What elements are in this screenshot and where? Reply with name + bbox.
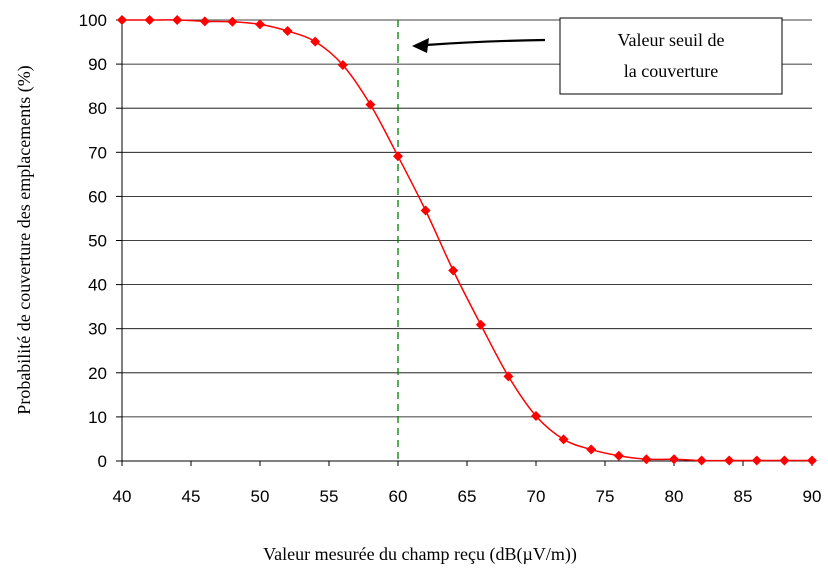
y-tick-label: 30 xyxy=(88,320,107,339)
x-tick-label: 45 xyxy=(182,487,201,506)
data-point-marker xyxy=(172,15,183,25)
data-point-marker xyxy=(144,15,155,25)
annotation: Valeur seuil de la couverture xyxy=(412,17,783,95)
x-tick-label: 85 xyxy=(734,487,753,506)
x-tick-label: 75 xyxy=(596,487,615,506)
data-point-marker xyxy=(199,16,210,27)
annotation-box xyxy=(559,17,783,95)
annotation-arrow xyxy=(425,38,546,47)
x-tick-label: 80 xyxy=(665,487,684,506)
y-axis-title: Probabilité de couverture des emplacemen… xyxy=(14,65,35,414)
x-tick-label: 55 xyxy=(320,487,339,506)
data-point-marker xyxy=(724,455,735,466)
x-tick-labels: 40 45 50 55 60 65 70 75 80 85 90 xyxy=(113,461,822,506)
y-tick-label: 100 xyxy=(79,11,107,30)
y-tick-label: 10 xyxy=(88,408,107,427)
data-point-marker xyxy=(586,444,597,455)
data-point-marker xyxy=(337,59,348,70)
data-point-marker xyxy=(669,454,679,465)
data-point-marker xyxy=(641,454,652,465)
data-point-marker xyxy=(613,450,624,461)
y-tick-label: 50 xyxy=(88,232,107,251)
x-tick-label: 60 xyxy=(389,487,408,506)
y-tick-label: 80 xyxy=(88,99,107,118)
y-tick-label: 0 xyxy=(98,452,107,471)
y-tick-label: 20 xyxy=(88,364,107,383)
x-axis-title: Valeur mesurée du champ reçu (dB(µV/m)) xyxy=(263,544,577,565)
x-tick-label: 90 xyxy=(803,487,822,506)
data-point-marker xyxy=(448,265,459,276)
y-tick-label: 40 xyxy=(88,276,107,295)
data-point-marker xyxy=(807,455,817,466)
data-point-marker xyxy=(531,411,541,422)
data-point-marker xyxy=(696,455,707,466)
x-tick-label: 65 xyxy=(458,487,477,506)
data-point-marker xyxy=(117,15,127,25)
data-point-marker xyxy=(227,16,238,27)
data-point-marker xyxy=(503,371,514,382)
data-point-marker xyxy=(393,151,403,162)
y-tick-label: 60 xyxy=(88,187,107,206)
y-tick-label: 70 xyxy=(88,143,107,162)
x-tick-label: 70 xyxy=(527,487,546,506)
data-point-marker xyxy=(751,455,762,466)
data-point-marker xyxy=(420,205,431,216)
x-tick-label: 40 xyxy=(113,487,132,506)
data-point-marker xyxy=(310,36,321,47)
data-point-marker xyxy=(475,319,486,330)
x-tick-label: 50 xyxy=(251,487,270,506)
data-point-marker xyxy=(365,99,376,110)
data-point-marker xyxy=(255,19,265,30)
y-tick-labels: 0 10 20 30 40 50 60 70 80 90 100 xyxy=(79,11,122,471)
annotation-line-1: Valeur seuil de xyxy=(618,30,725,50)
annotation-line-2: la couverture xyxy=(624,61,718,81)
data-points xyxy=(117,15,817,466)
data-point-marker xyxy=(558,434,569,445)
data-point-marker xyxy=(282,26,293,37)
data-point-marker xyxy=(779,455,790,466)
arrow-head-icon xyxy=(412,38,429,53)
y-tick-label: 90 xyxy=(88,55,107,74)
